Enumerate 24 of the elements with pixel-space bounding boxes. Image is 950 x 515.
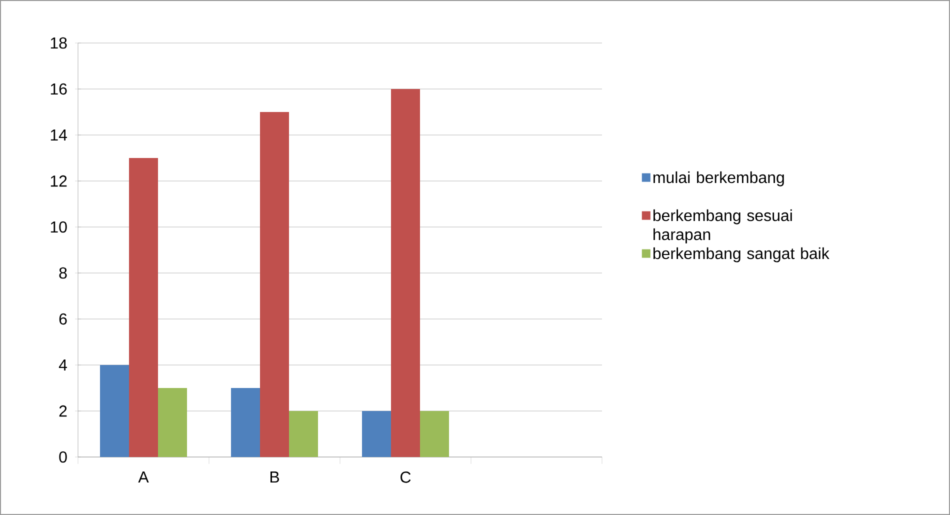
bar <box>231 388 260 457</box>
y-tick-label: 8 <box>59 267 67 279</box>
bar <box>420 411 450 457</box>
x-tick-label: B <box>270 472 279 483</box>
y-tick-label: 0 <box>59 451 67 463</box>
x-tick-label: C <box>400 472 411 483</box>
y-tick-label: 6 <box>59 313 67 325</box>
legend-label: mulai berkembang <box>653 171 784 186</box>
bar <box>391 89 420 457</box>
y-tick-label: 12 <box>50 175 67 187</box>
y-tick-label: 4 <box>58 359 67 371</box>
x-tick-label: A <box>138 472 149 483</box>
bar <box>158 388 188 457</box>
y-tick-label: 14 <box>50 129 67 141</box>
y-tick-label: 2 <box>59 405 67 417</box>
bar <box>129 158 158 457</box>
bar <box>362 411 392 457</box>
bar <box>100 365 130 457</box>
bar <box>260 112 290 457</box>
y-tick-label: 18 <box>50 37 67 49</box>
y-tick-label: 16 <box>50 83 67 95</box>
y-tick-label: 10 <box>50 221 67 233</box>
bar <box>289 411 318 457</box>
legend-label: berkembang sangat baik <box>653 247 830 262</box>
